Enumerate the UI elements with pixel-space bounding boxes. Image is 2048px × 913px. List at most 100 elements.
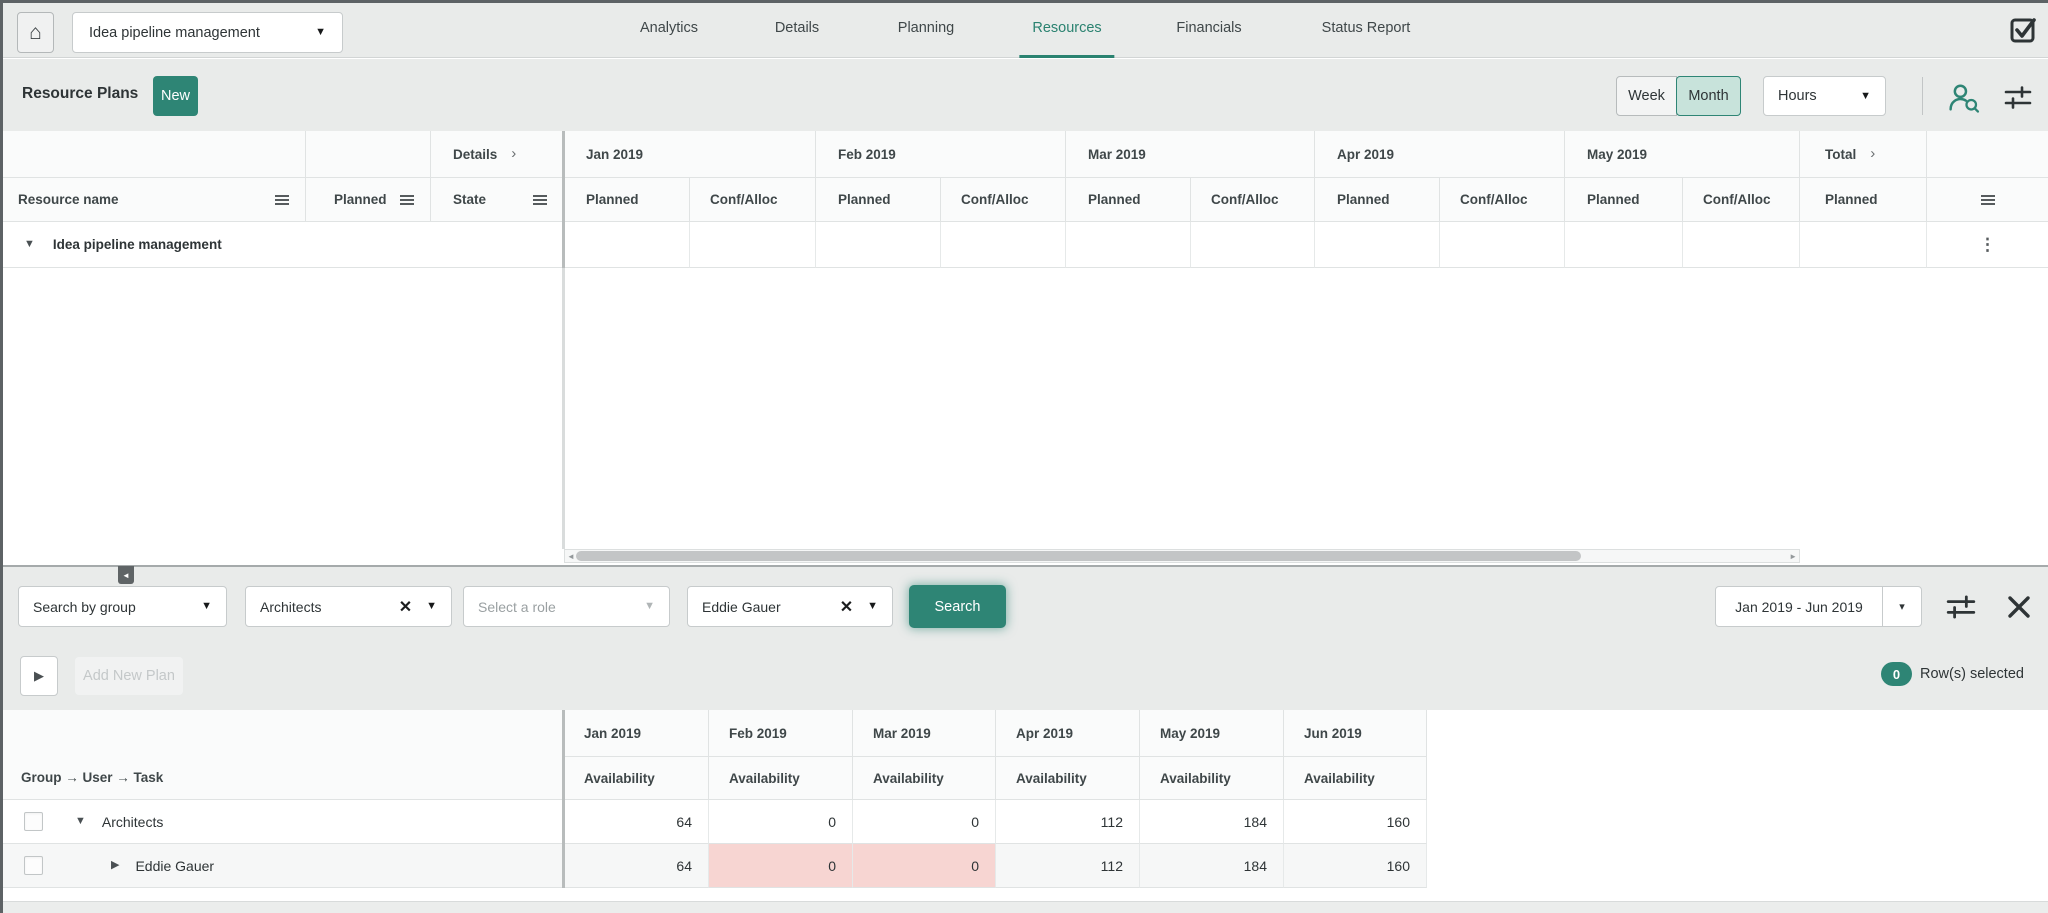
search-button[interactable]: Search [910, 586, 1005, 627]
clear-icon[interactable]: ✕ [398, 598, 413, 616]
availability-cell[interactable]: 184 [1140, 800, 1284, 844]
tab-analytics[interactable]: Analytics [639, 19, 699, 36]
checkbox-checked-icon [2010, 18, 2036, 43]
column-apr-conf-alloc: Conf/Alloc [1440, 178, 1565, 222]
home-button[interactable]: ⌂ [17, 12, 54, 53]
frozen-pane-divider[interactable] [562, 710, 565, 888]
availability-cell[interactable]: 64 [564, 800, 709, 844]
avail-sub-apr: Availability [996, 757, 1140, 800]
plan-cell[interactable] [1683, 222, 1800, 268]
plan-cell[interactable] [816, 222, 941, 268]
column-resource-name: Resource name [0, 178, 306, 222]
view-toggle-week[interactable]: Week [1616, 76, 1677, 116]
tab-planning[interactable]: Planning [897, 19, 955, 36]
project-selector[interactable]: Idea pipeline management ▼ [72, 12, 343, 53]
plan-cell[interactable] [941, 222, 1066, 268]
plan-cell[interactable] [690, 222, 816, 268]
expand-closed-icon[interactable]: ▶ [111, 859, 120, 871]
user-name[interactable]: Eddie Gauer [135, 857, 215, 874]
column-planned: Planned [306, 178, 431, 222]
new-plan-button[interactable]: New [153, 76, 198, 116]
chevron-down-icon[interactable]: ▾ [1899, 601, 1905, 613]
select-mode-button[interactable] [2008, 13, 2040, 45]
avail-col-may: May 2019 [1140, 710, 1284, 757]
column-group-total[interactable]: Total › [1800, 131, 1927, 178]
tab-resources[interactable]: Resources [1019, 0, 1115, 58]
availability-cell-overallocated[interactable]: 0 [853, 844, 996, 888]
resource-finder-button[interactable] [1946, 80, 1980, 114]
chevron-down-icon: ▼ [426, 600, 437, 612]
table-row[interactable]: ▼ Idea pipeline management [0, 222, 564, 268]
chevron-down-icon: ▼ [315, 26, 326, 38]
user-filter-combo[interactable]: Eddie Gauer ✕ ▼ [687, 586, 893, 627]
table-row-group[interactable]: ▼ Architects [0, 800, 564, 844]
table-menu-icon[interactable] [1980, 194, 1995, 205]
run-allocation-button[interactable]: ▶ [20, 656, 58, 696]
availability-cell[interactable]: 0 [709, 800, 853, 844]
table-row-user[interactable]: ▶ Eddie Gauer [0, 844, 564, 888]
tab-details[interactable]: Details [774, 19, 820, 36]
table-settings-button[interactable] [2002, 82, 2034, 114]
plan-cell[interactable] [1800, 222, 1927, 268]
clear-icon[interactable]: ✕ [839, 598, 854, 616]
plan-row-name[interactable]: Idea pipeline management [52, 237, 222, 252]
plan-cell[interactable] [1565, 222, 1683, 268]
horizontal-scrollbar[interactable]: ◄ ► [564, 549, 1800, 563]
plan-cell[interactable] [1191, 222, 1315, 268]
units-dropdown[interactable]: Hours ▼ [1763, 76, 1886, 116]
frozen-pane-divider[interactable] [562, 268, 565, 549]
resize-arrow-icon: ◄ [122, 570, 130, 580]
plan-cell[interactable] [564, 222, 690, 268]
column-menu-icon[interactable] [400, 194, 414, 205]
column-group-may-2019: May 2019 [1565, 131, 1800, 178]
group-search-dropdown[interactable]: Search by group ▼ [18, 586, 227, 627]
expand-open-icon[interactable]: ▼ [75, 815, 86, 827]
scrollbar-thumb[interactable] [576, 551, 1581, 561]
user-search-icon [1948, 84, 1979, 113]
availability-cell[interactable]: 0 [853, 800, 996, 844]
plan-cell[interactable] [1066, 222, 1191, 268]
column-menu-icon[interactable] [533, 194, 547, 205]
header-spacer [1927, 131, 2048, 178]
play-icon: ▶ [34, 668, 44, 683]
plan-cell[interactable] [1440, 222, 1565, 268]
group-filter-value: Architects [260, 598, 322, 615]
avail-sub-jun: Availability [1284, 757, 1427, 800]
availability-cell[interactable]: 160 [1284, 800, 1427, 844]
column-group-details[interactable]: Details › [431, 131, 564, 178]
row-checkbox[interactable] [24, 856, 43, 875]
tab-financials[interactable]: Financials [1176, 19, 1242, 36]
group-name[interactable]: Architects [101, 813, 164, 830]
column-menu-icon[interactable] [275, 194, 289, 205]
row-checkbox[interactable] [24, 812, 43, 831]
plan-cell[interactable] [1315, 222, 1440, 268]
availability-cell[interactable]: 112 [996, 800, 1140, 844]
scroll-left-icon[interactable]: ◄ [567, 552, 575, 561]
scroll-right-icon[interactable]: ► [1789, 552, 1797, 561]
avail-sub-feb: Availability [709, 757, 853, 800]
tab-status-report[interactable]: Status Report [1321, 19, 1411, 36]
role-filter-placeholder: Select a role [478, 598, 556, 615]
date-range-dropdown[interactable]: Jan 2019 - Jun 2019 ▾ [1715, 586, 1922, 627]
group-filter-combo[interactable]: Architects ✕ ▼ [245, 586, 452, 627]
availability-cell[interactable]: 112 [996, 844, 1140, 888]
pane-resize-handle[interactable]: ◄ [118, 566, 134, 584]
add-new-plan-button[interactable]: Add New Plan [75, 657, 183, 695]
expand-open-icon[interactable]: ▼ [24, 238, 35, 250]
availability-cell[interactable]: 184 [1140, 844, 1284, 888]
column-feb-conf-alloc: Conf/Alloc [941, 178, 1066, 222]
column-total-planned: Planned [1800, 178, 1927, 222]
close-panel-button[interactable] [2002, 590, 2036, 624]
view-toggle-month[interactable]: Month [1676, 76, 1741, 116]
column-group-jan-2019: Jan 2019 [564, 131, 816, 178]
panel-settings-button[interactable] [1944, 590, 1978, 624]
role-filter-combo[interactable]: Select a role ▼ [463, 586, 670, 627]
column-jan-conf-alloc: Conf/Alloc [690, 178, 816, 222]
kebab-menu-icon[interactable]: ⋮ [1979, 234, 1996, 254]
avail-col-feb: Feb 2019 [709, 710, 853, 757]
frozen-pane-divider[interactable] [562, 131, 565, 268]
availability-cell[interactable]: 160 [1284, 844, 1427, 888]
availability-cell[interactable]: 64 [564, 844, 709, 888]
avail-col-jun: Jun 2019 [1284, 710, 1427, 757]
availability-cell-overallocated[interactable]: 0 [709, 844, 853, 888]
